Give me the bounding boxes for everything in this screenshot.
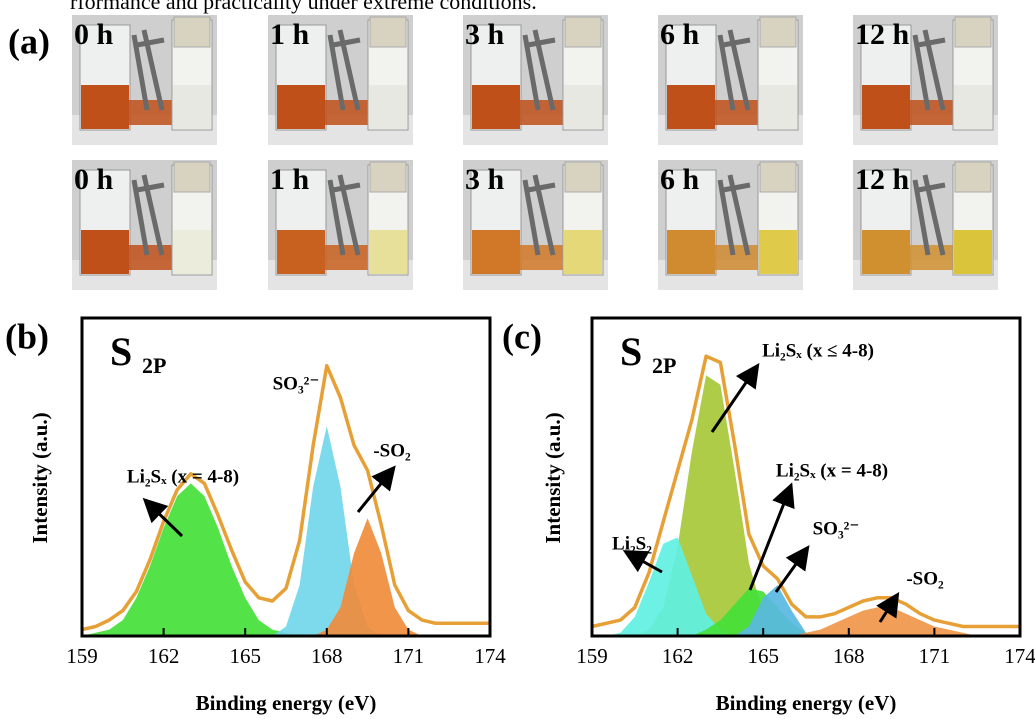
liquid-left (472, 85, 520, 129)
vial-cap (955, 162, 991, 192)
bridge (520, 245, 564, 270)
vial-cap (760, 162, 796, 192)
bridge (129, 245, 173, 270)
time-label: 0 h (74, 18, 114, 51)
x-tick-label: 171 (393, 644, 425, 668)
time-label: 12 h (855, 163, 910, 196)
vial-cap (370, 162, 406, 192)
liquid-left (862, 85, 910, 129)
annotation-arrow (750, 488, 790, 590)
title-sub: 2P (142, 353, 166, 378)
annotation: SO₃²⁻ (273, 373, 320, 394)
panel-label: (c) (502, 316, 542, 356)
annotation-arrow (776, 550, 806, 592)
bridge (129, 100, 173, 125)
liquid-right (173, 230, 211, 274)
liquid-left (81, 85, 129, 129)
annotation: -SO₂ (906, 568, 944, 589)
vial-cap (760, 17, 796, 47)
peak-area (82, 483, 490, 636)
liquid-left (667, 85, 715, 129)
title: S (620, 329, 642, 374)
annotation: SO₃²⁻ (813, 518, 860, 539)
y-axis-label: Intensity (a.u.) (28, 412, 52, 543)
liquid-right (564, 85, 602, 129)
liquid-left (277, 85, 325, 129)
annotation: Li₂S₂ (612, 533, 652, 554)
liquid-right (173, 85, 211, 129)
liquid-left (862, 230, 910, 274)
vial-cap (370, 17, 406, 47)
liquid-right (564, 230, 602, 274)
bridge (520, 100, 564, 125)
annotation: -SO₂ (373, 440, 411, 461)
title-sub: 2P (652, 353, 676, 378)
title: S (110, 329, 132, 374)
figure: rformance and practicality under extreme… (0, 0, 1035, 719)
panel-label: (b) (5, 316, 49, 356)
time-label: 3 h (465, 163, 505, 196)
x-tick-label: 171 (919, 644, 951, 668)
x-tick-label: 165 (229, 644, 261, 668)
liquid-right (954, 85, 992, 129)
bridge (325, 100, 369, 125)
liquid-right (759, 230, 797, 274)
x-axis-label: Binding energy (eV) (196, 691, 377, 715)
liquid-right (369, 230, 407, 274)
bridge (715, 100, 759, 125)
x-tick-label: 168 (833, 644, 865, 668)
time-label: 12 h (855, 18, 910, 51)
x-tick-label: 174 (474, 644, 506, 668)
bridge (910, 100, 954, 125)
liquid-left (81, 230, 129, 274)
time-label: 1 h (270, 18, 310, 51)
bridge (910, 245, 954, 270)
annotation: Li₂Sₓ (x ≤ 4-8) (762, 340, 874, 361)
x-tick-label: 174 (1004, 644, 1035, 668)
time-label: 6 h (660, 163, 700, 196)
x-tick-label: 165 (747, 644, 779, 668)
time-label: 1 h (270, 163, 310, 196)
vial-cap (174, 17, 210, 47)
y-axis-label: Intensity (a.u.) (541, 412, 565, 543)
bridge (715, 245, 759, 270)
vial-cap (565, 162, 601, 192)
photo-grid: 0 h 1 h 3 h 6 h 12 h 0 h 1 h 3 h 6 h 12 h (72, 15, 998, 290)
x-tick-label: 168 (311, 644, 343, 668)
x-tick-label: 162 (662, 644, 694, 668)
panel-label: (a) (8, 21, 50, 61)
annotation: Li₂Sₓ (x = 4-8) (127, 466, 239, 487)
liquid-right (759, 85, 797, 129)
bridge (325, 245, 369, 270)
annotation: Li₂Sₓ (x = 4-8) (776, 460, 888, 481)
caption-fragment: rformance and practicality under extreme… (70, 0, 537, 14)
time-label: 6 h (660, 18, 700, 51)
time-label: 0 h (74, 163, 114, 196)
liquid-left (667, 230, 715, 274)
liquid-left (277, 230, 325, 274)
time-label: 3 h (465, 18, 505, 51)
vial-cap (174, 162, 210, 192)
liquid-left (472, 230, 520, 274)
x-tick-label: 162 (148, 644, 180, 668)
liquid-right (369, 85, 407, 129)
vial-cap (565, 17, 601, 47)
x-tick-label: 159 (66, 644, 98, 668)
x-axis-label: Binding energy (eV) (716, 691, 897, 715)
x-tick-label: 159 (576, 644, 608, 668)
vial-cap (955, 17, 991, 47)
liquid-right (954, 230, 992, 274)
